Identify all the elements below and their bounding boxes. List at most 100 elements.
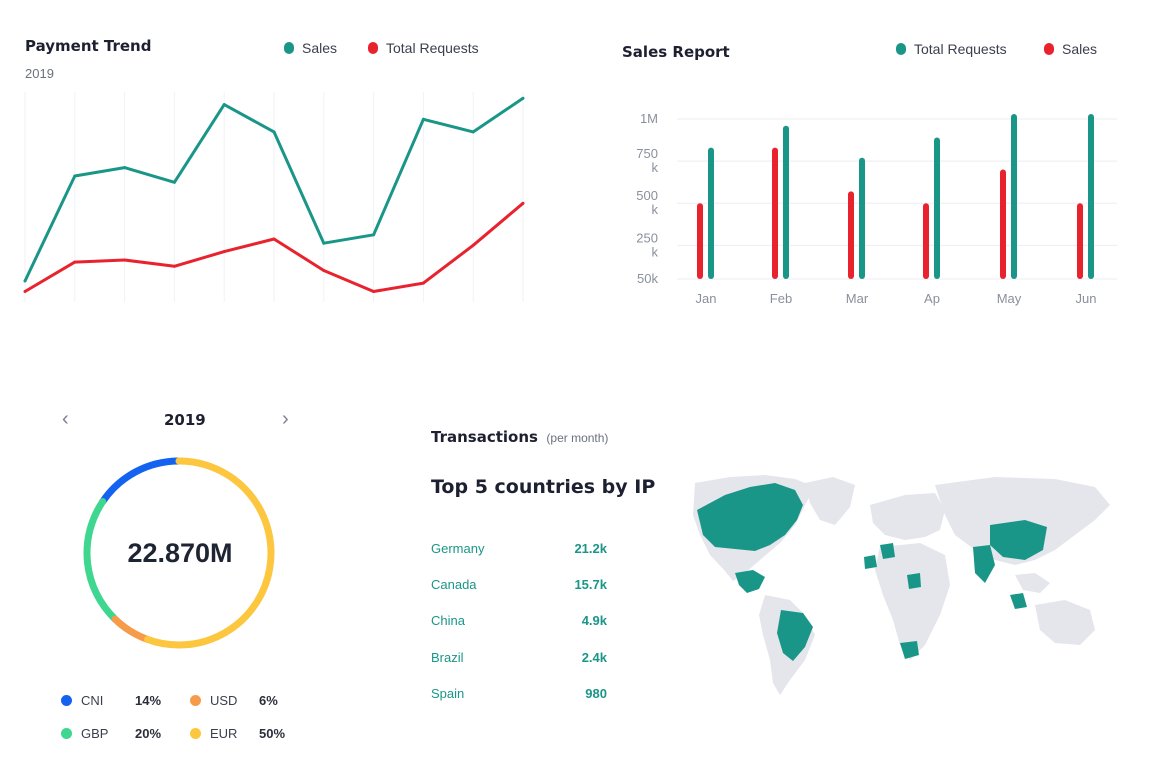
country-name: China (431, 613, 465, 628)
legend-total-requests-2-label: Total Requests (914, 41, 1007, 57)
bar-total-requests[interactable] (1088, 113, 1094, 280)
chevron-left-icon[interactable]: ‹ (62, 408, 69, 430)
legend-sales-label: Sales (302, 40, 338, 56)
bar-sales[interactable] (772, 147, 778, 279)
legend-sales-dot (284, 42, 294, 54)
bar-total-requests[interactable] (708, 147, 714, 279)
data-point (471, 130, 475, 134)
currency-item-eur: EUR 50% (190, 726, 285, 741)
usd-label: USD (210, 693, 238, 708)
donut-slice-usd[interactable] (111, 615, 152, 643)
data-point (222, 103, 226, 107)
donut-slice-cni[interactable] (99, 457, 183, 506)
payment-trend-year: 2019 (25, 66, 54, 81)
country-name: Germany (431, 541, 485, 556)
y-tick-unit: k (652, 160, 659, 175)
legend-sales-2[interactable]: Sales (1044, 41, 1097, 57)
data-point (521, 201, 525, 205)
eur-label: EUR (210, 726, 238, 741)
usd-dot (190, 695, 201, 706)
gbp-pct: 20% (135, 726, 162, 741)
y-tick-label: 50k (637, 271, 658, 286)
sales-report-title: Sales Report (622, 43, 730, 61)
data-point (322, 241, 326, 245)
country-value: 2.4k (581, 650, 607, 665)
bar-total-requests[interactable] (859, 157, 865, 279)
x-tick-label: Ap (924, 291, 940, 306)
payment-trend-chart (23, 92, 525, 302)
bar-total-requests[interactable] (934, 137, 940, 279)
data-point (123, 166, 127, 170)
data-point (172, 180, 176, 184)
bar-sales[interactable] (1077, 203, 1083, 279)
legend-total-requests-2[interactable]: Total Requests (896, 41, 1007, 57)
usd-pct: 6% (259, 693, 278, 708)
country-row[interactable]: Germany 21.2k (431, 541, 607, 556)
eur-pct: 50% (259, 726, 286, 741)
legend-total-requests-2-dot (896, 43, 906, 55)
x-tick-label: Jan (696, 291, 717, 306)
data-point (272, 237, 276, 241)
country-value: 21.2k (574, 541, 607, 556)
chevron-right-icon[interactable]: › (282, 408, 289, 430)
data-point (322, 269, 326, 272)
legend-sales[interactable]: Sales (284, 40, 337, 56)
legend-total-requests[interactable]: Total Requests (368, 40, 479, 56)
country-name: Canada (431, 577, 477, 592)
bar-total-requests[interactable] (783, 125, 789, 279)
payment-trend-panel: Payment Trend 2019 Sales Total Requests (0, 0, 560, 330)
country-row[interactable]: China 4.9k (431, 613, 607, 628)
y-tick-label: 500 (636, 188, 658, 203)
y-tick-unit: k (652, 244, 659, 259)
y-tick-label: 1M (640, 111, 658, 126)
currency-item-gbp: GBP 20% (61, 726, 161, 741)
country-row[interactable]: Spain 980 (431, 686, 607, 701)
x-tick-label: May (997, 291, 1022, 306)
country-value: 15.7k (574, 577, 607, 592)
transactions-subtitle: (per month) (546, 431, 609, 445)
bar-sales[interactable] (848, 191, 854, 279)
data-point (73, 174, 77, 178)
data-point (372, 290, 376, 293)
payment-trend-title: Payment Trend (25, 37, 152, 55)
country-row[interactable]: Canada 15.7k (431, 577, 607, 592)
currency-year: 2019 (164, 411, 206, 429)
bar-sales[interactable] (1000, 169, 1006, 279)
bar-sales[interactable] (697, 203, 703, 279)
data-point (172, 264, 176, 268)
legend-total-requests-label: Total Requests (386, 40, 479, 56)
data-point (23, 290, 27, 293)
currency-panel: ‹ 2019 › 22.870M CNI 14% USD 6% GBP 20% … (0, 390, 360, 772)
currency-item-usd: USD 6% (190, 693, 278, 708)
data-point (471, 243, 475, 247)
legend-total-requests-dot (368, 42, 378, 54)
map-base-land (693, 475, 1110, 695)
country-value: 4.9k (581, 613, 607, 628)
donut-slice-gbp[interactable] (83, 498, 119, 623)
data-point (222, 250, 226, 254)
transactions-header: Transactions (per month) (431, 428, 608, 447)
country-name: Spain (431, 686, 465, 701)
data-point (421, 281, 425, 285)
top-countries-heading: Top 5 countries by IP (431, 476, 656, 498)
bar-total-requests[interactable] (1011, 113, 1017, 280)
eur-dot (190, 728, 201, 739)
data-point (123, 258, 127, 262)
sales-report-panel: Sales Report Total Requests Sales 1M 750 k… (600, 0, 1152, 330)
donut-slice-eur[interactable] (144, 457, 275, 649)
data-point (23, 279, 27, 283)
y-tick-label: 250 (636, 230, 658, 245)
bar-sales[interactable] (923, 203, 929, 279)
cni-dot (61, 695, 72, 706)
cni-pct: 14% (135, 693, 162, 708)
data-point (421, 117, 425, 121)
country-row[interactable]: Brazil 2.4k (431, 650, 607, 665)
transactions-title: Transactions (431, 428, 538, 446)
map-highlighted-countries (697, 483, 1047, 661)
y-tick-unit: k (652, 202, 659, 217)
country-value: 980 (585, 686, 607, 701)
y-tick-label: 750 (636, 146, 658, 161)
cni-label: CNI (81, 693, 104, 708)
country-name: Brazil (431, 650, 464, 665)
currency-total: 22.870M (127, 538, 233, 568)
